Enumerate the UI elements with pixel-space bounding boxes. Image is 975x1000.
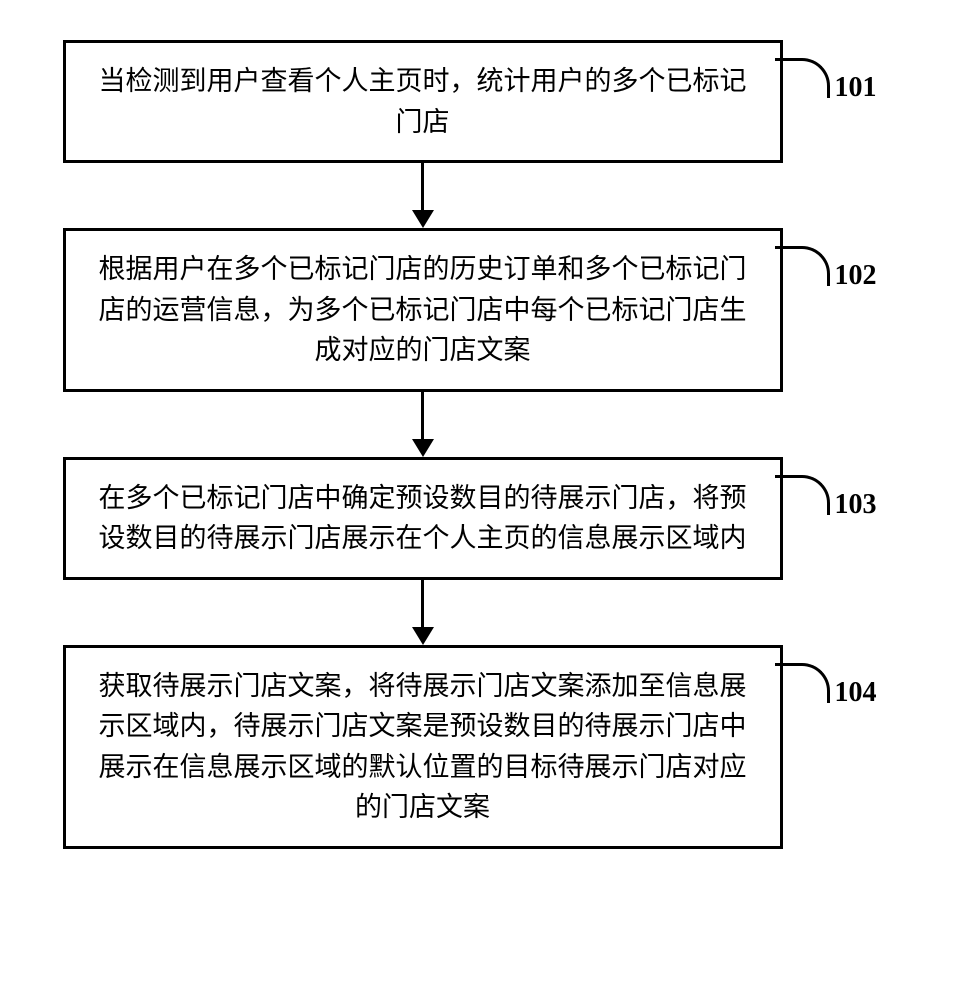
step-row-3: 在多个已标记门店中确定预设数目的待展示门店，将预设数目的待展示门店展示在个人主页… [63, 457, 913, 580]
arrow-line [421, 580, 424, 627]
step-label-wrap-2: 102 [783, 228, 913, 392]
step-text: 当检测到用户查看个人主页时，统计用户的多个已标记门店 [99, 66, 747, 137]
step-box-1: 当检测到用户查看个人主页时，统计用户的多个已标记门店 [63, 40, 783, 163]
step-label: 102 [835, 260, 877, 292]
step-label-wrap-1: 101 [783, 40, 913, 163]
connector-line [775, 663, 830, 703]
step-row-4: 获取待展示门店文案，将待展示门店文案添加至信息展示区域内，待展示门店文案是预设数… [63, 645, 913, 849]
step-text: 获取待展示门店文案，将待展示门店文案添加至信息展示区域内，待展示门店文案是预设数… [99, 671, 747, 823]
connector-line [775, 58, 830, 98]
step-text: 根据用户在多个已标记门店的历史订单和多个已标记门店的运营信息，为多个已标记门店中… [99, 254, 747, 365]
step-label: 104 [835, 677, 877, 709]
arrow-1 [412, 163, 434, 228]
arrow-head-icon [412, 439, 434, 457]
step-label: 103 [835, 489, 877, 521]
arrow-2 [412, 392, 434, 457]
step-box-2: 根据用户在多个已标记门店的历史订单和多个已标记门店的运营信息，为多个已标记门店中… [63, 228, 783, 392]
step-row-2: 根据用户在多个已标记门店的历史订单和多个已标记门店的运营信息，为多个已标记门店中… [63, 228, 913, 392]
step-label-wrap-3: 103 [783, 457, 913, 580]
step-row-1: 当检测到用户查看个人主页时，统计用户的多个已标记门店 101 [63, 40, 913, 163]
arrow-head-icon [412, 210, 434, 228]
step-box-3: 在多个已标记门店中确定预设数目的待展示门店，将预设数目的待展示门店展示在个人主页… [63, 457, 783, 580]
arrow-line [421, 392, 424, 439]
step-label-wrap-4: 104 [783, 645, 913, 849]
arrow-head-icon [412, 627, 434, 645]
step-box-4: 获取待展示门店文案，将待展示门店文案添加至信息展示区域内，待展示门店文案是预设数… [63, 645, 783, 849]
connector-line [775, 475, 830, 515]
connector-line [775, 246, 830, 286]
step-text: 在多个已标记门店中确定预设数目的待展示门店，将预设数目的待展示门店展示在个人主页… [99, 483, 747, 554]
arrow-line [421, 163, 424, 210]
arrow-3 [412, 580, 434, 645]
step-label: 101 [835, 72, 877, 104]
flowchart-container: 当检测到用户查看个人主页时，统计用户的多个已标记门店 101 根据用户在多个已标… [63, 40, 913, 849]
